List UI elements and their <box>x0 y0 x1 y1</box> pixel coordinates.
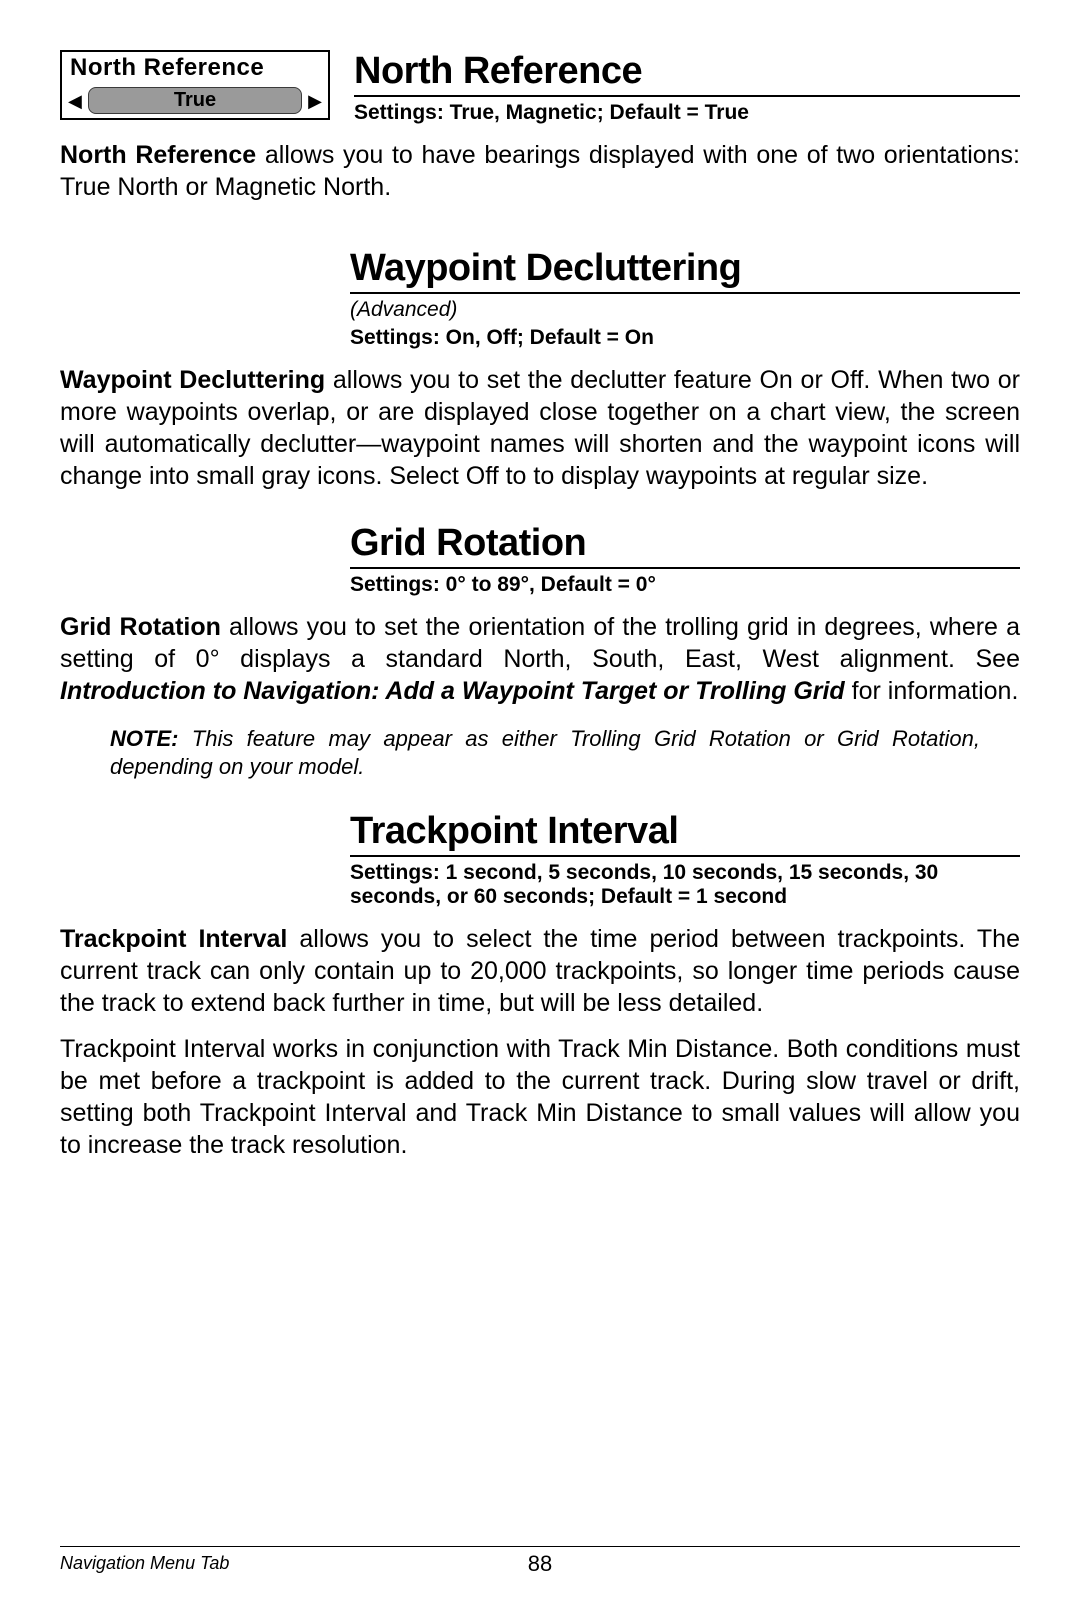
lead-text: Trackpoint Interval <box>60 925 287 953</box>
settings-line: Settings: On, Off; Default = On <box>350 326 1020 350</box>
north-reference-widget: North Reference ◀ True ▶ <box>60 50 330 120</box>
grid-rotation-body: Grid Rotation allows you to set the orie… <box>60 611 1020 707</box>
advanced-label: (Advanced) <box>350 298 1020 322</box>
settings-line: Settings: True, Magnetic; Default = True <box>354 101 1020 125</box>
settings-line: Settings: 0° to 89°, Default = 0° <box>350 573 1020 597</box>
widget-title: North Reference <box>62 52 328 84</box>
note-label: NOTE: <box>110 726 178 751</box>
section-title: Trackpoint Interval <box>350 810 1020 857</box>
body-emph: Introduction to Navigation: Add a Waypoi… <box>60 677 845 705</box>
lead-text: Waypoint Decluttering <box>60 366 325 394</box>
section-title: North Reference <box>354 50 1020 97</box>
widget-selector-row: ◀ True ▶ <box>62 84 328 118</box>
grid-rotation-note: NOTE: This feature may appear as either … <box>110 725 980 780</box>
section-title: Grid Rotation <box>350 522 1020 569</box>
waypoint-decluttering-body: Waypoint Decluttering allows you to set … <box>60 364 1020 492</box>
trackpoint-interval-body1: Trackpoint Interval allows you to select… <box>60 923 1020 1019</box>
lead-text: North Reference <box>60 141 256 169</box>
right-arrow-icon[interactable]: ▶ <box>308 92 322 110</box>
north-reference-header: North Reference Settings: True, Magnetic… <box>354 50 1020 125</box>
settings-line: Settings: 1 second, 5 seconds, 10 second… <box>350 861 1020 909</box>
page-footer: Navigation Menu Tab 88 <box>60 1546 1020 1574</box>
widget-value[interactable]: True <box>88 87 302 114</box>
note-body: This feature may appear as either Trolli… <box>110 726 980 779</box>
north-reference-row: North Reference ◀ True ▶ North Reference… <box>60 50 1020 125</box>
lead-text: Grid Rotation <box>60 613 221 641</box>
left-arrow-icon[interactable]: ◀ <box>68 92 82 110</box>
north-reference-body: North Reference allows you to have beari… <box>60 139 1020 203</box>
body-post: for information. <box>845 677 1019 705</box>
page-number: 88 <box>528 1551 552 1577</box>
manual-page: North Reference ◀ True ▶ North Reference… <box>0 0 1080 1620</box>
trackpoint-interval-body2: Trackpoint Interval works in conjunction… <box>60 1033 1020 1161</box>
section-title: Waypoint Decluttering <box>350 247 1020 294</box>
